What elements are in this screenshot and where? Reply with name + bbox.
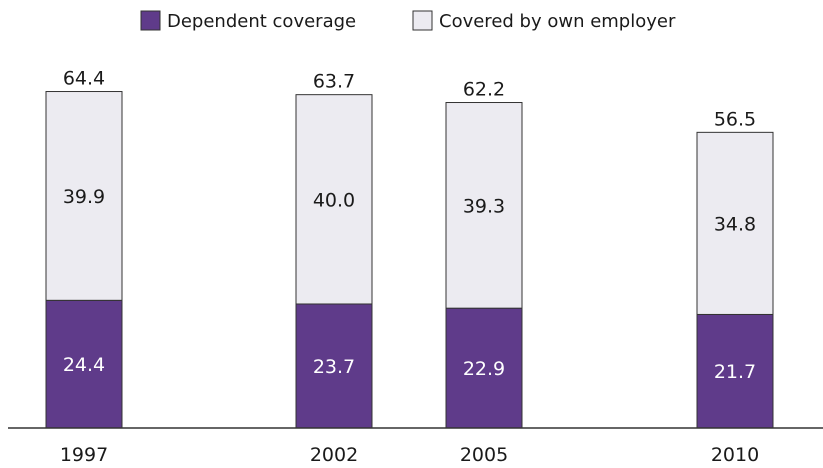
legend-label-covered-by-own-employer: Covered by own employer [439,11,676,32]
bar-segment-covered-by-own-employer-2002 [295,94,373,305]
x-tick-label-2002: 2002 [310,444,358,466]
data-label-dependent-coverage-2002: 23.7 [313,356,355,378]
data-label-covered-by-own-employer-1997: 39.9 [63,186,105,208]
total-label-2002: 63.7 [313,71,355,93]
x-tick-label-2005: 2005 [460,444,508,466]
data-label-covered-by-own-employer-2005: 39.3 [463,195,505,217]
data-label-dependent-coverage-2010: 21.7 [714,361,756,383]
total-label-2005: 62.2 [463,79,505,101]
bar-segment-covered-by-own-employer-2010 [696,131,774,315]
legend-swatch-dependent-coverage [140,10,161,31]
bar-segment-dependent-coverage-1997 [45,299,123,429]
x-tick-label-1997: 1997 [60,444,108,466]
legend-label-dependent-coverage: Dependent coverage [167,11,356,32]
legend-swatch-covered-by-own-employer [412,10,433,31]
bar-segment-dependent-coverage-2005 [445,307,523,429]
legend: Dependent coverage Covered by own employ… [140,10,676,32]
data-label-covered-by-own-employer-2002: 40.0 [313,189,355,211]
data-label-covered-by-own-employer-2010: 34.8 [714,213,756,235]
total-label-2010: 56.5 [714,108,756,130]
data-label-dependent-coverage-2005: 22.9 [463,358,505,380]
bar-segment-covered-by-own-employer-2005 [445,102,523,309]
x-tick-labels: 1997 2002 2005 2010 [60,444,759,466]
data-label-dependent-coverage-1997: 24.4 [63,354,105,376]
x-tick-label-2010: 2010 [711,444,759,466]
total-label-1997: 64.4 [63,68,105,90]
bar-segment-covered-by-own-employer-1997 [45,91,123,301]
bars-group: 24.4 39.9 64.4 23.7 40.0 63.7 22.9 39.3 62.2 21.7… [45,68,774,429]
